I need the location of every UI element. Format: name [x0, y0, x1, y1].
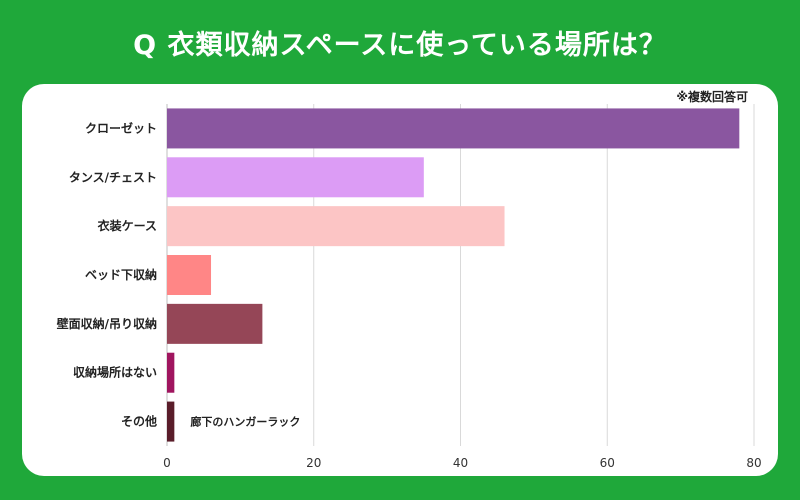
category-label: タンス/チェスト [69, 170, 157, 184]
chart-title: Q 衣類収納スペースに使っている場所は？ [133, 29, 667, 61]
multiple-answer-note: ※複数回答可 [676, 90, 748, 104]
category-label: クローゼット [85, 120, 157, 135]
category-label: 壁面収納/吊り収納 [57, 316, 157, 331]
x-tick-label: 80 [746, 456, 761, 470]
bar [167, 206, 505, 247]
category-label: 衣装ケース [98, 218, 157, 233]
x-tick-label: 60 [600, 456, 615, 470]
bar [167, 157, 424, 198]
bar-annotation: 廊下のハンガーラック [190, 415, 300, 429]
bar [167, 303, 263, 344]
bar [167, 401, 175, 442]
x-tick-label: 0 [163, 456, 171, 470]
category-label: その他 [121, 414, 157, 429]
category-label: 収納場所はない [73, 365, 157, 380]
category-label: ベッド下収納 [85, 267, 157, 282]
bar [167, 108, 740, 149]
x-tick-label: 40 [453, 456, 468, 470]
bar [167, 352, 175, 393]
bar-chart: 0 20 40 60 80 クローゼットタンス/チェスト衣装ケースベッド下収納壁面収納/吊… [57, 104, 762, 470]
x-tick-label: 20 [306, 456, 321, 470]
chart-panel: 0 20 40 60 80 クローゼットタンス/チェスト衣装ケースベッド下収納壁面収納/吊… [22, 84, 778, 476]
bar [167, 255, 212, 295]
